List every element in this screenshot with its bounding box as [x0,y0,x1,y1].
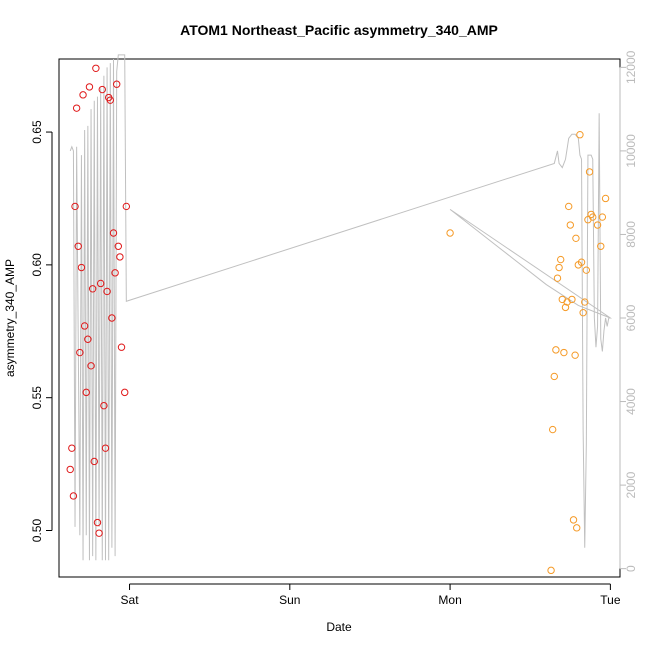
x-tick-label: Mon [438,593,461,607]
data-point [76,348,84,357]
secondary-line [69,54,613,561]
data-point [572,234,580,243]
data-point [577,258,586,266]
data-point [96,279,105,288]
data-point [122,202,131,211]
data-point [598,213,607,221]
x-axis-label: Date [326,620,352,634]
data-point [553,274,562,282]
data-point [84,335,92,343]
data-point [68,444,76,452]
data-point [550,372,558,381]
data-point [571,351,579,359]
data-point [576,131,584,139]
data-point [98,85,106,94]
data-point [561,303,570,312]
y-tick-label: 0.50 [30,519,44,543]
data-point [85,83,94,91]
data-point [114,242,123,250]
data-point [79,91,87,99]
data-point [72,104,81,112]
y-axis: 0.50 0.55 0.60 0.65 [30,120,53,543]
chart-title: ATOM1 Northeast_Pacific asymmetry_340_AM… [180,22,498,38]
data-point [601,194,610,203]
data-point [66,465,74,474]
y-tick-label: 0.65 [30,120,44,144]
data-point [568,295,576,304]
x-tick-label: Sun [279,593,300,607]
x-tick-label: Tue [600,593,621,607]
data-point [560,348,568,357]
data-point [82,388,90,397]
data-point [74,242,82,250]
data-point [109,229,118,237]
points-layer [66,64,610,575]
right-tick-label: 10000 [624,134,638,168]
data-point [593,221,602,229]
data-point [581,298,589,306]
data-point [121,388,129,397]
data-point [87,362,95,370]
y-tick-label: 0.55 [30,386,44,410]
data-point [77,263,86,272]
right-tick-label: 4000 [624,388,638,415]
data-point [117,343,126,351]
right-tick-label: 6000 [624,304,638,331]
data-point [113,80,121,88]
data-point [108,314,116,322]
data-point [597,242,605,250]
secondary-line-layer [69,54,613,561]
data-point [69,492,78,500]
y-axis-label: asymmetry_340_AMP [3,259,17,377]
data-point [95,529,103,537]
y-tick-label: 0.60 [30,253,44,277]
plot-area [58,58,621,578]
data-point [71,202,79,211]
data-point [103,287,111,296]
data-point [589,213,597,221]
x-tick-label: Sat [121,593,140,607]
data-point [555,263,563,272]
data-point [566,221,575,229]
data-point [585,168,594,176]
data-point [80,322,89,330]
data-point [579,308,587,317]
right-tick-label: 12000 [624,50,638,84]
data-point [88,285,97,293]
data-point [106,96,114,104]
data-point [582,266,591,274]
data-point [446,229,454,237]
data-point [116,253,124,261]
right-tick-label: 0 [624,565,638,572]
data-point [556,255,565,264]
data-point [565,202,573,211]
data-point [90,457,98,466]
data-point [111,269,119,277]
data-point [93,518,102,527]
data-point [92,64,100,72]
right-tick-label: 2000 [624,471,638,498]
data-point [552,346,560,354]
x-axis: Sat Sun Mon Tue [121,583,621,607]
right-axis: 0 2000 4000 6000 8000 10000 12000 [619,50,638,572]
data-point [548,425,557,434]
data-point [101,444,110,452]
data-point [573,524,581,532]
data-point [569,516,578,524]
right-tick-label: 8000 [624,221,638,248]
data-point [547,566,555,575]
data-point [100,401,108,410]
